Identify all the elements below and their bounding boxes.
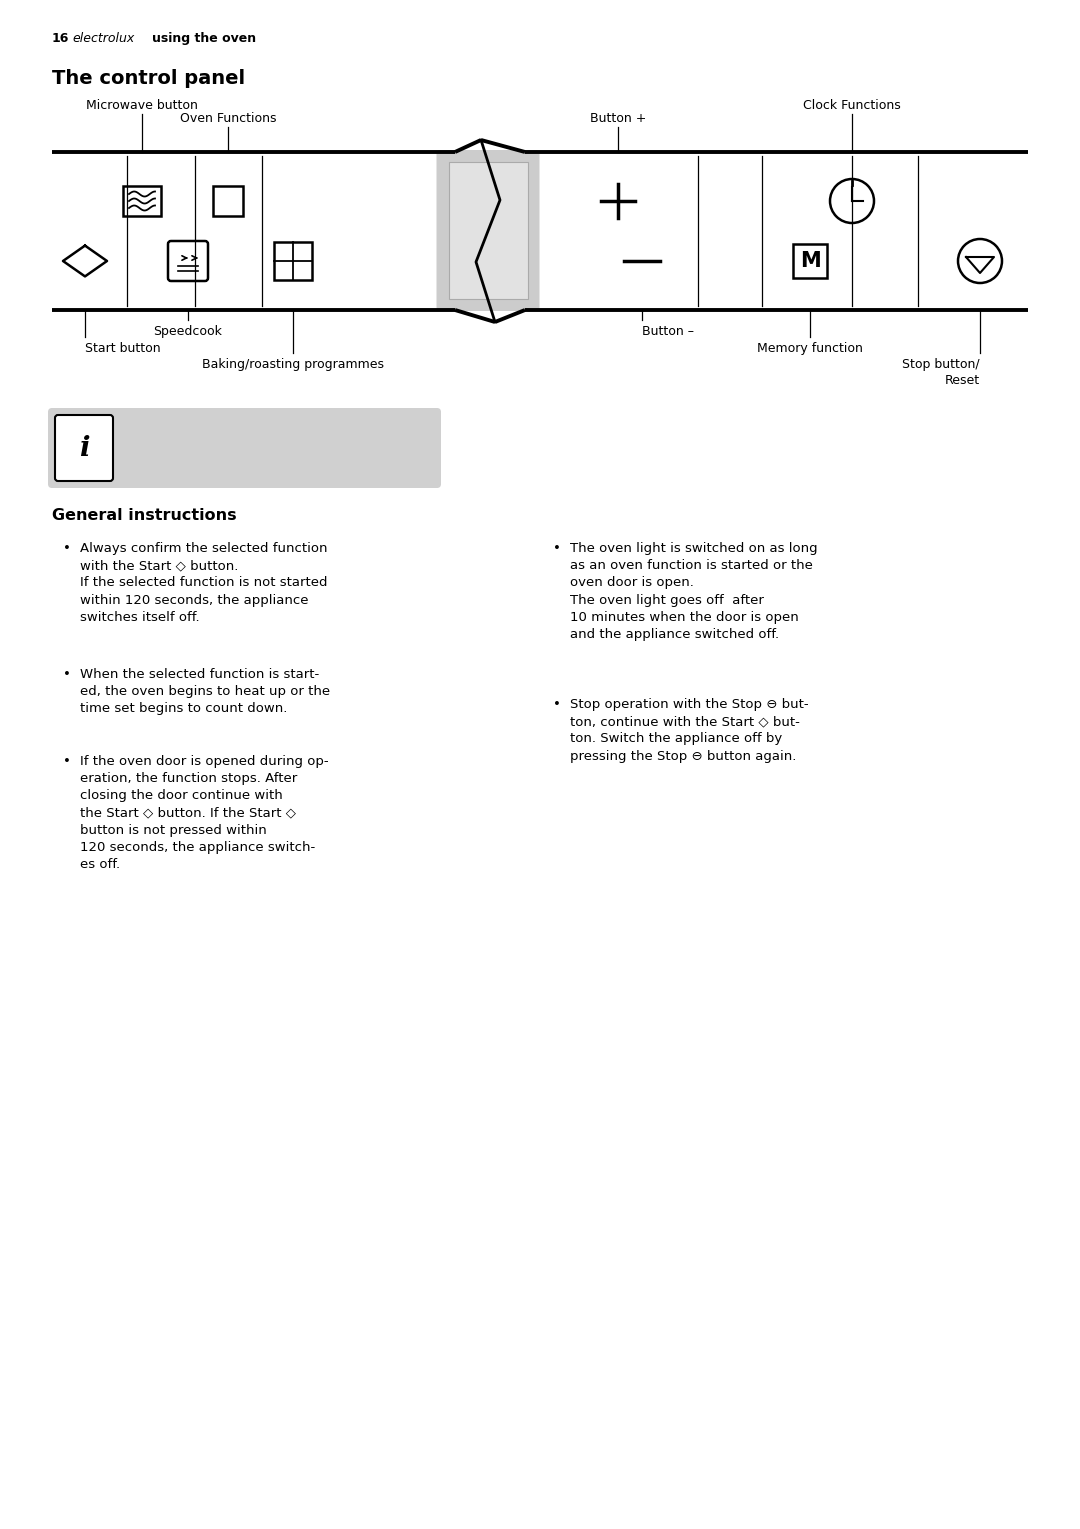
Text: Clock Functions: Clock Functions	[804, 99, 901, 112]
Bar	[793, 245, 827, 278]
Text: Baking/roasting programmes: Baking/roasting programmes	[202, 358, 384, 372]
Text: Button –: Button –	[642, 326, 694, 338]
Text: If the oven door is opened during op-
eration, the function stops. After
closing: If the oven door is opened during op- er…	[80, 755, 328, 872]
Text: •: •	[63, 668, 71, 680]
Text: Oven Functions: Oven Functions	[179, 112, 276, 125]
FancyBboxPatch shape	[55, 414, 113, 482]
Text: Speedcook: Speedcook	[153, 326, 222, 338]
Text: •: •	[553, 699, 561, 711]
Text: Always confirm the selected function
with the Start ◇ button.
If the selected fu: Always confirm the selected function wit…	[80, 541, 327, 624]
Text: electrolux: electrolux	[72, 32, 134, 44]
Text: Stop operation with the Stop ⊖ but-
ton, continue with the Start ◇ but-
ton. Swi: Stop operation with the Stop ⊖ but- ton,…	[570, 699, 809, 763]
FancyBboxPatch shape	[436, 150, 540, 310]
Text: i: i	[79, 434, 90, 462]
Text: Start button: Start button	[85, 342, 161, 355]
Bar	[448, 162, 527, 300]
Text: Microwave button: Microwave button	[86, 99, 198, 112]
Text: When the selected function is start-
ed, the oven begins to heat up or the
time : When the selected function is start- ed,…	[80, 668, 330, 716]
Text: •: •	[553, 541, 561, 555]
Text: General instructions: General instructions	[52, 508, 237, 523]
Text: Memory function: Memory function	[757, 342, 863, 355]
Text: M: M	[799, 251, 821, 271]
Bar	[123, 187, 161, 216]
FancyBboxPatch shape	[48, 408, 441, 488]
Text: The control panel: The control panel	[52, 69, 245, 87]
Text: 16: 16	[52, 32, 69, 44]
Text: •: •	[63, 541, 71, 555]
Text: using the oven: using the oven	[152, 32, 256, 44]
Text: Button +: Button +	[590, 112, 646, 125]
Bar	[274, 242, 312, 280]
Text: •: •	[63, 755, 71, 768]
Text: Stop button/
Reset: Stop button/ Reset	[903, 358, 980, 387]
Bar	[213, 187, 243, 216]
Text: The oven light is switched on as long
as an oven function is started or the
oven: The oven light is switched on as long as…	[570, 541, 818, 641]
